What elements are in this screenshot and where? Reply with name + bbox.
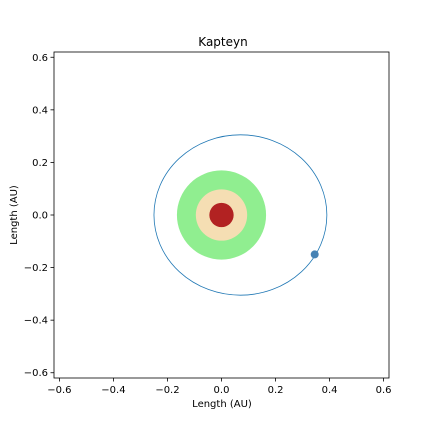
y-tick-label: 0.0	[32, 211, 48, 222]
plot-area	[153, 134, 328, 296]
orbit-path	[153, 134, 328, 296]
y-tick-label: −0.4	[24, 316, 48, 327]
y-tick-label: 0.4	[32, 105, 48, 116]
chart-title: Kapteyn	[198, 35, 247, 49]
y-tick-label: 0.2	[32, 158, 48, 169]
x-tick-label: 0.0	[214, 385, 230, 396]
star-marker	[209, 202, 234, 228]
x-tick-label: 0.2	[268, 385, 284, 396]
planet-marker	[310, 250, 319, 259]
axes: −0.6 −0.4 −0.2 0.0 0.2 0.4 0.6 −0.6 −0.4 −0.2 0.0 0…	[24, 51, 392, 396]
y-tick-label: −0.6	[24, 368, 48, 379]
y-axis-label: Length (AU)	[9, 185, 20, 245]
y-tick-label: −0.2	[24, 263, 48, 274]
x-tick-label: 0.4	[322, 385, 338, 396]
x-tick-label: −0.6	[47, 385, 71, 396]
y-tick-label: 0.6	[32, 53, 48, 64]
x-tick-label: −0.4	[101, 385, 125, 396]
x-tick-label: −0.2	[155, 385, 179, 396]
x-axis-label: Length (AU)	[192, 399, 252, 410]
x-tick-label: 0.6	[376, 385, 392, 396]
